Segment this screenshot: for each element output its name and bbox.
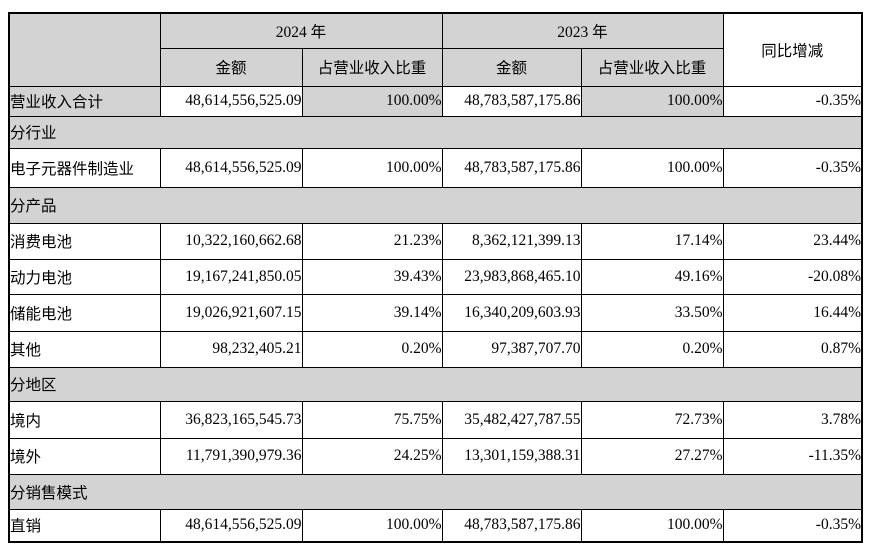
- table-row-consumer-battery: 消费电池 10,322,160,662.68 21.23% 8,362,121,…: [8, 222, 863, 260]
- share-2023-cell: 17.14%: [580, 222, 724, 260]
- share-2024-cell: 100.00%: [301, 147, 443, 188]
- yoy-cell: 3.78%: [722, 400, 863, 439]
- table-row-direct-sales: 直销 48,614,556,525.09 100.00% 48,783,587,…: [8, 508, 863, 543]
- share-2024-cell: 100.00%: [301, 508, 443, 543]
- yoy-cell: -20.08%: [722, 258, 863, 295]
- row-label: 消费电池: [8, 222, 161, 260]
- yoy-cell: 16.44%: [722, 293, 863, 332]
- table-row-energy-storage-battery: 储能电池 19,026,921,607.15 39.14% 16,340,209…: [8, 293, 863, 332]
- section-label: 分销售模式: [8, 473, 863, 510]
- table-row-overseas: 境外 11,791,390,979.36 24.25% 13,301,159,3…: [8, 437, 863, 475]
- row-label: 营业收入合计: [8, 85, 161, 117]
- header-amount-2024: 金额: [159, 47, 303, 87]
- amount-2024-cell: 48,614,556,525.09: [159, 508, 303, 543]
- section-row-by-product: 分产品: [8, 186, 863, 224]
- share-2024-cell: 100.00%: [301, 85, 443, 117]
- row-label: 其他: [8, 330, 161, 368]
- amount-2024-cell: 36,823,165,545.73: [159, 400, 303, 439]
- share-2023-cell: 72.73%: [580, 400, 724, 439]
- amount-2024-cell: 19,026,921,607.15: [159, 293, 303, 332]
- amount-2023-cell: 97,387,707.70: [441, 330, 582, 368]
- header-row-measures: 金额 占营业收入比重 金额 占营业收入比重: [9, 47, 862, 87]
- share-2023-cell: 100.00%: [580, 85, 724, 117]
- share-2024-cell: 75.75%: [301, 400, 443, 439]
- amount-2024-cell: 19,167,241,850.05: [159, 258, 303, 295]
- amount-2023-cell: 16,340,209,603.93: [441, 293, 582, 332]
- header-yoy-change: 同比增减: [722, 12, 863, 87]
- amount-2024-cell: 98,232,405.21: [159, 330, 303, 368]
- row-label: 境内: [8, 400, 161, 439]
- yoy-cell: 0.87%: [722, 330, 863, 368]
- yoy-cell: -0.35%: [722, 147, 863, 188]
- header-share-2023: 占营业收入比重: [580, 47, 724, 87]
- yoy-cell: -11.35%: [722, 437, 863, 475]
- table-row-power-battery: 动力电池 19,167,241,850.05 39.43% 23,983,868…: [8, 258, 863, 295]
- revenue-breakdown-table: 2024 年 2023 年 同比增减 金额 占营业收入比重 金额 占营业收入比重…: [8, 12, 863, 543]
- amount-2023-cell: 35,482,427,787.55: [441, 400, 582, 439]
- yoy-cell: -0.35%: [722, 508, 863, 543]
- amount-2023-cell: 13,301,159,388.31: [441, 437, 582, 475]
- row-label: 直销: [8, 508, 161, 543]
- table-row-electronic-components: 电子元器件制造业 48,614,556,525.09 100.00% 48,78…: [8, 147, 863, 188]
- share-2024-cell: 24.25%: [301, 437, 443, 475]
- section-row-by-sales-model: 分销售模式: [8, 473, 863, 510]
- header-row-years: 2024 年 2023 年 同比增减: [8, 12, 863, 87]
- row-label: 境外: [8, 437, 161, 475]
- row-label: 动力电池: [8, 258, 161, 295]
- share-2023-cell: 49.16%: [580, 258, 724, 295]
- amount-2023-cell: 8,362,121,399.13: [441, 222, 582, 260]
- amount-2024-cell: 11,791,390,979.36: [159, 437, 303, 475]
- share-2024-cell: 0.20%: [301, 330, 443, 368]
- share-2023-cell: 0.20%: [580, 330, 724, 368]
- share-2023-cell: 100.00%: [580, 147, 724, 188]
- amount-2023-cell: 23,983,868,465.10: [441, 258, 582, 295]
- table-row-other: 其他 98,232,405.21 0.20% 97,387,707.70 0.2…: [8, 330, 863, 368]
- yoy-cell: -0.35%: [722, 85, 863, 117]
- corner-empty-cell: [8, 12, 161, 87]
- amount-2024-cell: 48,614,556,525.09: [159, 147, 303, 188]
- amount-2023-cell: 48,783,587,175.86: [441, 147, 582, 188]
- share-2024-cell: 39.14%: [301, 293, 443, 332]
- row-label: 储能电池: [8, 293, 161, 332]
- amount-2023-cell: 48,783,587,175.86: [441, 508, 582, 543]
- section-row-by-industry: 分行业: [8, 115, 863, 149]
- amount-2024-cell: 48,614,556,525.09: [159, 85, 303, 117]
- yoy-cell: 23.44%: [722, 222, 863, 260]
- amount-2024-cell: 10,322,160,662.68: [159, 222, 303, 260]
- table-row-total-revenue: 营业收入合计 48,614,556,525.09 100.00% 48,783,…: [8, 85, 863, 117]
- header-year-2024: 2024 年: [159, 12, 443, 49]
- section-label: 分产品: [8, 186, 863, 224]
- share-2023-cell: 27.27%: [580, 437, 724, 475]
- revenue-breakdown-table-container: 2024 年 2023 年 同比增减 金额 占营业收入比重 金额 占营业收入比重…: [8, 12, 863, 543]
- section-label: 分行业: [8, 115, 863, 149]
- share-2023-cell: 100.00%: [580, 508, 724, 543]
- section-label: 分地区: [8, 366, 863, 402]
- row-label: 电子元器件制造业: [8, 147, 161, 188]
- share-2024-cell: 39.43%: [301, 258, 443, 295]
- header-year-2023: 2023 年: [441, 12, 724, 49]
- header-share-2024: 占营业收入比重: [301, 47, 443, 87]
- header-amount-2023: 金额: [441, 47, 582, 87]
- table-row-domestic: 境内 36,823,165,545.73 75.75% 35,482,427,7…: [8, 400, 863, 439]
- share-2023-cell: 33.50%: [580, 293, 724, 332]
- section-row-by-region: 分地区: [8, 366, 863, 402]
- share-2024-cell: 21.23%: [301, 222, 443, 260]
- amount-2023-cell: 48,783,587,175.86: [441, 85, 582, 117]
